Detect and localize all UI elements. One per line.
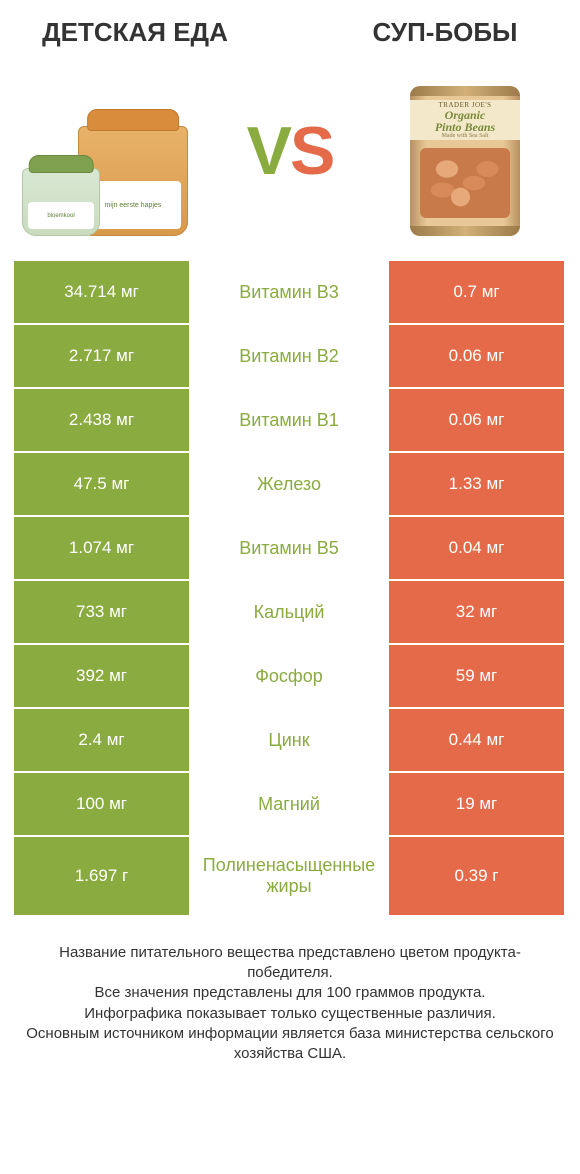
infographic-wrap: ДЕТСКАЯ ЕДА СУП-БОБЫ mijn eerste hapjes … bbox=[0, 0, 580, 1174]
cell-left-value: 47.5 мг bbox=[14, 453, 189, 515]
footer-line-1: Название питательного вещества представл… bbox=[24, 943, 556, 984]
cell-right-value: 0.06 мг bbox=[389, 325, 564, 387]
footer-line-3: Инфографика показывает только существенн… bbox=[24, 1004, 556, 1024]
baby-food-jars-icon: mijn eerste hapjes bloemkool bbox=[20, 86, 210, 236]
vs-s: S bbox=[290, 113, 333, 189]
table-row: 1.697 гПолиненасыщенные жиры0.39 г bbox=[14, 837, 566, 915]
cell-left-value: 34.714 мг bbox=[14, 261, 189, 323]
product-left-image: mijn eerste hapjes bloemkool bbox=[20, 66, 210, 236]
table-row: 733 мгКальций32 мг bbox=[14, 581, 566, 643]
vs-badge: VS bbox=[247, 112, 334, 190]
product-right-image: TRADER JOE'S Organic Pinto Beans Made wi… bbox=[370, 66, 560, 236]
table-row: 2.438 мгВитамин B10.06 мг bbox=[14, 389, 566, 451]
cell-right-value: 32 мг bbox=[389, 581, 564, 643]
cell-left-value: 733 мг bbox=[14, 581, 189, 643]
table-row: 47.5 мгЖелезо1.33 мг bbox=[14, 453, 566, 515]
cell-left-value: 100 мг bbox=[14, 773, 189, 835]
cell-left-value: 2.438 мг bbox=[14, 389, 189, 451]
can-main-label-2: Pinto Beans bbox=[435, 121, 495, 133]
cell-right-value: 0.7 мг bbox=[389, 261, 564, 323]
cell-left-value: 2.4 мг bbox=[14, 709, 189, 771]
cell-nutrient-name: Кальций bbox=[189, 581, 389, 643]
cell-left-value: 1.697 г bbox=[14, 837, 189, 915]
jar-small-label: bloemkool bbox=[28, 202, 95, 230]
footer-line-2: Все значения представлены для 100 граммо… bbox=[24, 983, 556, 1003]
cell-nutrient-name: Витамин B5 bbox=[189, 517, 389, 579]
titles-row: ДЕТСКАЯ ЕДА СУП-БОБЫ bbox=[14, 18, 566, 48]
cell-left-value: 392 мг bbox=[14, 645, 189, 707]
cell-right-value: 1.33 мг bbox=[389, 453, 564, 515]
table-row: 392 мгФосфор59 мг bbox=[14, 645, 566, 707]
cell-nutrient-name: Железо bbox=[189, 453, 389, 515]
table-row: 2.4 мгЦинк0.44 мг bbox=[14, 709, 566, 771]
title-left: ДЕТСКАЯ ЕДА bbox=[20, 18, 250, 48]
cell-right-value: 0.39 г bbox=[389, 837, 564, 915]
cell-right-value: 0.04 мг bbox=[389, 517, 564, 579]
cell-right-value: 59 мг bbox=[389, 645, 564, 707]
title-right: СУП-БОБЫ bbox=[330, 18, 560, 48]
cell-nutrient-name: Витамин B2 bbox=[189, 325, 389, 387]
table-row: 100 мгМагний19 мг bbox=[14, 773, 566, 835]
cell-right-value: 0.44 мг bbox=[389, 709, 564, 771]
cell-left-value: 1.074 мг bbox=[14, 517, 189, 579]
vs-v: V bbox=[247, 113, 290, 189]
table-row: 34.714 мгВитамин B30.7 мг bbox=[14, 261, 566, 323]
cell-nutrient-name: Полиненасыщенные жиры bbox=[189, 837, 389, 915]
cell-right-value: 0.06 мг bbox=[389, 389, 564, 451]
cell-right-value: 19 мг bbox=[389, 773, 564, 835]
can-sub-label: Made with Sea Salt bbox=[442, 133, 489, 139]
cell-nutrient-name: Магний bbox=[189, 773, 389, 835]
comparison-table: 34.714 мгВитамин B30.7 мг2.717 мгВитамин… bbox=[14, 261, 566, 915]
cell-left-value: 2.717 мг bbox=[14, 325, 189, 387]
cell-nutrient-name: Витамин B1 bbox=[189, 389, 389, 451]
cell-nutrient-name: Цинк bbox=[189, 709, 389, 771]
table-row: 2.717 мгВитамин B20.06 мг bbox=[14, 325, 566, 387]
product-images-row: mijn eerste hapjes bloemkool VS TRADER J… bbox=[14, 64, 566, 239]
bean-can-icon: TRADER JOE'S Organic Pinto Beans Made wi… bbox=[410, 86, 520, 236]
footer-line-4: Основным источником информации является … bbox=[24, 1024, 556, 1065]
cell-nutrient-name: Фосфор bbox=[189, 645, 389, 707]
footer-notes: Название питательного вещества представл… bbox=[14, 943, 566, 1065]
table-row: 1.074 мгВитамин B50.04 мг bbox=[14, 517, 566, 579]
cell-nutrient-name: Витамин B3 bbox=[189, 261, 389, 323]
